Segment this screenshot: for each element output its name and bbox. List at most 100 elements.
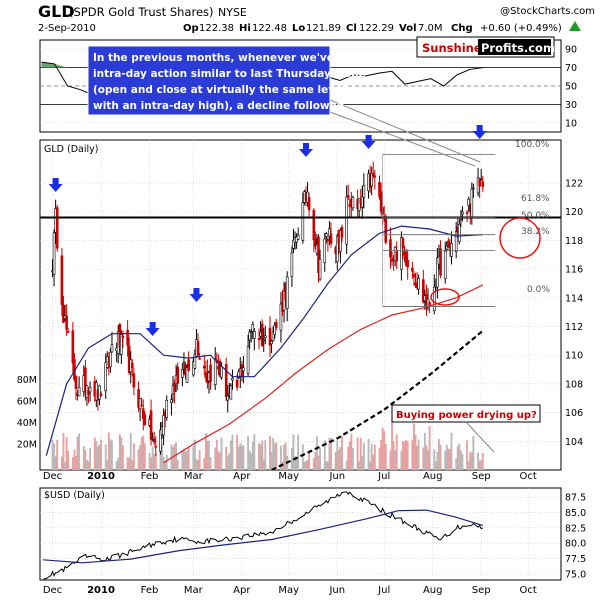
candle-body [55,207,59,249]
volume-bar [65,436,68,470]
candle-body [296,234,300,240]
volume-bar [416,445,418,470]
volume-bar [264,440,267,470]
candle-body [290,252,294,277]
volume-bar [305,460,307,470]
candle-body [268,327,272,346]
volume-bar [455,458,458,470]
x-tick-label: Sep [472,471,491,482]
volume-bar [225,446,228,470]
volume-bar [315,436,318,470]
candle-body [98,385,101,400]
volume-bar [132,443,135,470]
volume-bar [85,460,88,470]
volume-bar [345,460,348,470]
down-arrow-icon [298,143,313,157]
volume-bar [303,461,306,470]
volume-bar [447,448,450,470]
candle-body [271,331,275,342]
volume-bar [151,446,154,470]
candle-body [432,286,436,312]
volume-bar [448,448,451,470]
volume-bar [54,456,57,470]
x-tick-label: May [278,585,299,596]
volume-bar [215,439,218,470]
candle-body [248,331,251,341]
hi-label: Hi [239,23,251,34]
candle-body [220,366,223,378]
candle-body [470,188,474,218]
highlight-circle-right [499,217,541,259]
volume-bar [439,444,442,470]
vol-label: Vol [399,23,417,34]
candle-body [379,191,383,212]
usd-panel-title: $USD (Daily) [44,490,105,501]
volume-bar [242,445,245,470]
candle-body [198,357,201,360]
chg-value: +0.60 (+0.49%) [480,23,562,34]
volume-bar [350,433,353,470]
volume-bar [161,443,163,470]
volume-bar [478,460,481,470]
candle-body [262,339,266,342]
volume-bar [336,440,339,470]
volume-bar [425,445,428,470]
candle-body [318,258,322,280]
fib-label-50: 50.0% [521,211,550,221]
candle-body [132,373,136,388]
price-panel [40,153,561,470]
candle-body [253,331,256,339]
volume-bar [140,437,143,470]
usd-tick-label: 85.0 [565,508,586,519]
volume-bar [284,442,287,470]
volume-bar [84,450,87,470]
candle-body [109,351,112,368]
cl-label: Cl [346,23,357,34]
candle-body [202,365,206,369]
volume-bar [341,435,343,470]
volume-bar [117,457,120,470]
candle-body [152,438,156,443]
volume-bar [93,437,96,470]
down-arrow-icon [145,322,160,336]
candle-body [104,362,108,392]
volume-bar [142,435,145,470]
volume-bar [78,433,81,470]
price-tick-label: 114 [565,293,583,304]
annotation-line-3: (open and close at virtually the same le… [93,84,346,96]
candle-body [345,196,348,245]
lo-value: 121.89 [306,23,341,34]
candle-body [270,340,273,345]
volume-bar [259,444,262,470]
volume-bar [283,444,286,470]
candle-body [274,321,278,328]
volume-bar [71,457,74,470]
volume-bar [239,443,242,470]
usd-tick-label: 80.0 [565,539,586,550]
volume-bar [337,449,340,470]
volume-bar [165,454,168,470]
volume-bar [306,459,309,470]
candle-body [273,325,276,335]
candle-body [335,235,339,262]
candle-body [357,198,361,211]
annotation-line-4: with an intra-day high), a decline follo… [93,100,348,112]
volume-bar [370,443,373,470]
x-tick-label: Jun [328,471,345,482]
indicator-tick-label: 50 [565,82,577,93]
annotation-box [87,45,331,116]
volume-bar [469,451,472,470]
volume-bar [369,461,372,470]
volume-bar [153,454,156,470]
candle-body [121,335,125,339]
candle-body [66,331,70,333]
volume-bar [148,452,151,470]
candle-body [99,393,103,396]
candle-body [162,415,165,436]
volume-bar [173,444,176,470]
candle-body [226,395,230,401]
volume-bar [272,438,275,470]
volume-bar [472,436,475,470]
candle-body [143,414,147,425]
logo-part-1: Sunshine [422,41,482,55]
